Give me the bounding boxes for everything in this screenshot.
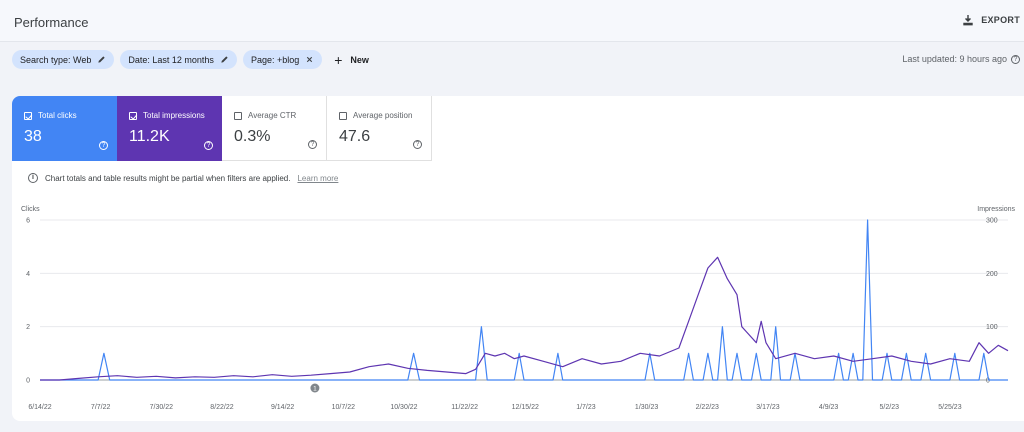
x-tick-label: 12/15/22 xyxy=(512,404,539,411)
series-line-impressions xyxy=(40,256,1009,381)
performance-card: Total clicks 38 ? Total impressions 11.2… xyxy=(12,96,1024,421)
export-label: EXPORT xyxy=(981,15,1020,25)
checkbox-icon[interactable] xyxy=(129,111,137,120)
x-tick-label: 1/7/23 xyxy=(576,404,596,411)
metric-average-ctr[interactable]: Average CTR 0.3% ? xyxy=(222,96,327,161)
help-icon[interactable]: ? xyxy=(413,140,422,149)
x-tick-label: 8/22/22 xyxy=(210,404,233,411)
right-tick-label: 0 xyxy=(986,378,990,385)
new-filter-button[interactable]: + New xyxy=(334,53,369,67)
metric-tabs: Total clicks 38 ? Total impressions 11.2… xyxy=(12,96,432,161)
left-tick-label: 0 xyxy=(26,378,30,385)
metric-label: Average CTR xyxy=(248,111,297,120)
metric-value: 47.6 xyxy=(339,128,371,145)
series-line-clicks xyxy=(40,219,1008,381)
chip-label: Page: +blog xyxy=(250,54,300,65)
right-tick-label: 200 xyxy=(986,271,998,278)
checkbox-icon[interactable] xyxy=(234,111,242,120)
metric-label: Average position xyxy=(353,111,413,120)
chart-svg: Clicks Impressions 6 300 4 200 2 100 0 0 6/14/22 7/… xyxy=(21,206,1016,411)
right-tick-label: 100 xyxy=(986,324,998,331)
filter-chip-search-type[interactable]: Search type: Web xyxy=(12,50,115,69)
page-header: Performance EXPORT xyxy=(0,0,1024,42)
page-title: Performance xyxy=(14,15,89,30)
close-icon[interactable] xyxy=(305,55,314,64)
x-tick-label: 11/22/22 xyxy=(451,404,478,411)
last-updated: Last updated: 9 hours ago ? xyxy=(902,54,1020,64)
pencil-icon[interactable] xyxy=(97,55,106,64)
x-tick-label: 1/30/23 xyxy=(635,404,658,411)
metric-average-position[interactable]: Average position 47.6 ? xyxy=(327,96,432,161)
metric-total-impressions[interactable]: Total impressions 11.2K ? xyxy=(117,96,222,161)
metric-value: 38 xyxy=(24,128,42,145)
plus-icon: + xyxy=(334,51,343,68)
performance-chart: Clicks Impressions 6 300 4 200 2 100 0 0 6/14/22 7/… xyxy=(12,202,1024,421)
metric-value: 11.2K xyxy=(129,128,170,145)
chip-label: Search type: Web xyxy=(20,54,92,65)
last-updated-text: Last updated: 9 hours ago xyxy=(902,54,1007,64)
pencil-icon[interactable] xyxy=(220,55,229,64)
annotation-marker xyxy=(310,383,320,393)
x-tick-label: 6/14/22 xyxy=(28,404,51,411)
export-button[interactable]: EXPORT xyxy=(962,14,1020,26)
right-tick-label: 300 xyxy=(986,218,998,225)
new-filter-label: New xyxy=(350,54,369,65)
x-tick-label: 7/30/22 xyxy=(150,404,173,411)
help-icon[interactable]: ? xyxy=(99,141,108,150)
x-tick-label: 3/17/23 xyxy=(756,404,779,411)
metric-total-clicks[interactable]: Total clicks 38 ? xyxy=(12,96,117,161)
metric-value: 0.3% xyxy=(234,128,271,145)
x-tick-label: 7/7/22 xyxy=(91,404,111,411)
x-tick-label: 2/22/23 xyxy=(696,404,719,411)
download-icon xyxy=(963,15,973,26)
x-tick-label: 10/30/22 xyxy=(390,404,417,411)
info-icon: i xyxy=(28,173,38,183)
notice-text: Chart totals and table results might be … xyxy=(45,173,291,183)
help-icon[interactable]: ? xyxy=(308,140,317,149)
learn-more-link[interactable]: Learn more xyxy=(297,173,339,183)
annotation-label: 1 xyxy=(313,386,317,393)
metric-label: Total clicks xyxy=(38,111,77,120)
x-tick-label: 4/9/23 xyxy=(819,404,839,411)
x-tick-label: 5/2/23 xyxy=(880,404,900,411)
filter-chip-date[interactable]: Date: Last 12 months xyxy=(120,50,237,69)
filter-chip-page[interactable]: Page: +blog xyxy=(242,50,323,69)
x-tick-label: 5/25/23 xyxy=(938,404,961,411)
help-icon[interactable]: ? xyxy=(1011,54,1020,64)
checkbox-icon[interactable] xyxy=(24,111,32,120)
partial-data-notice: i Chart totals and table results might b… xyxy=(28,173,338,183)
left-tick-label: 4 xyxy=(26,271,30,278)
help-icon[interactable]: ? xyxy=(204,141,213,150)
chip-label: Date: Last 12 months xyxy=(128,54,214,65)
metric-label: Total impressions xyxy=(143,111,205,120)
x-tick-label: 10/7/22 xyxy=(332,404,355,411)
checkbox-icon[interactable] xyxy=(339,111,347,120)
left-tick-label: 2 xyxy=(26,324,30,331)
right-axis-label: Impressions xyxy=(977,206,1015,213)
x-tick-label: 9/14/22 xyxy=(271,404,294,411)
left-tick-label: 6 xyxy=(26,218,30,225)
filter-bar: Search type: Web Date: Last 12 months Pa… xyxy=(12,50,369,69)
left-axis-label: Clicks xyxy=(21,206,40,213)
